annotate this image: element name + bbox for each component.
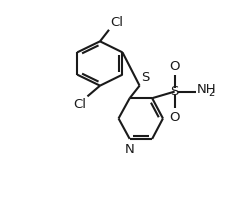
Text: NH: NH [196, 83, 216, 97]
Text: Cl: Cl [73, 98, 86, 111]
Text: S: S [141, 71, 149, 84]
Text: 2: 2 [207, 88, 213, 98]
Text: O: O [169, 111, 179, 123]
Text: Cl: Cl [110, 16, 123, 29]
Text: N: N [124, 143, 134, 156]
Text: O: O [169, 60, 179, 73]
Text: S: S [170, 85, 178, 98]
